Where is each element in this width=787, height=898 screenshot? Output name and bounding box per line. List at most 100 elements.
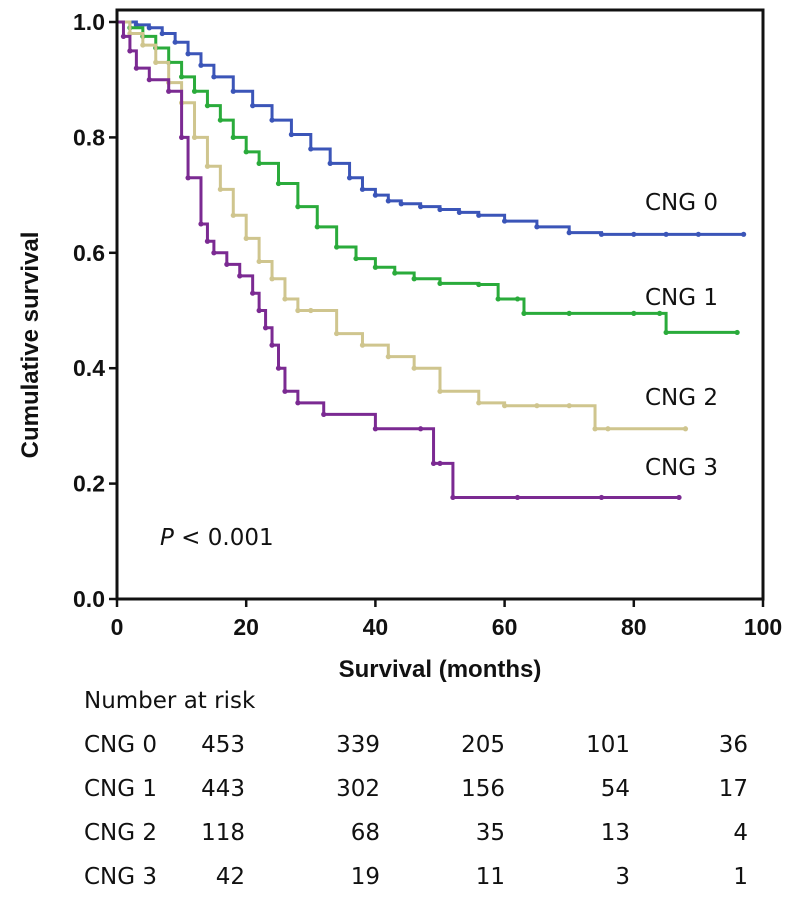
censor-mark-cng-0 [418, 204, 424, 210]
risk-row-cng-0: CNG 0 453 339 205 101 36 [0, 732, 787, 766]
risk-row-label: CNG 1 [84, 776, 158, 802]
y-tick-label: 0.2 [73, 471, 105, 497]
censor-mark-cng-3 [198, 221, 204, 227]
risk-row-label: CNG 0 [84, 732, 158, 758]
censor-mark-cng-0 [476, 212, 482, 218]
risk-cell: 205 [461, 732, 505, 758]
censor-mark-cng-0 [566, 230, 572, 236]
censor-mark-cng-1 [191, 88, 198, 94]
risk-table-title: Number at risk [84, 688, 256, 714]
censor-mark-cng-3 [598, 494, 605, 501]
censor-mark-cng-0 [269, 117, 275, 123]
censor-mark-cng-3 [127, 48, 133, 54]
risk-cell: 68 [350, 820, 380, 846]
censor-mark-cng-2 [217, 186, 223, 192]
censor-mark-cng-0 [534, 224, 540, 230]
censor-mark-cng-2 [153, 59, 159, 65]
censor-mark-cng-2 [566, 403, 572, 409]
y-axis-label: Cumulative survival [17, 232, 44, 459]
censor-mark-cng-3 [275, 365, 282, 371]
censor-mark-cng-3 [250, 290, 256, 296]
censor-mark-cng-2 [334, 330, 340, 337]
p-value-annotation: P < 0.001 [160, 525, 274, 551]
risk-cell: 339 [336, 732, 380, 758]
censor-mark-cng-3 [282, 388, 288, 394]
risk-cell: 35 [475, 820, 505, 846]
censor-mark-cng-0 [308, 146, 314, 152]
censor-mark-cng-1 [314, 224, 320, 230]
censor-mark-cng-2 [502, 403, 508, 409]
censor-mark-cng-2 [243, 235, 249, 241]
censor-mark-cng-1 [495, 296, 501, 302]
censor-mark-cng-0 [198, 62, 204, 68]
censor-mark-cng-1 [230, 134, 236, 140]
censor-mark-cng-3 [262, 325, 269, 331]
censor-mark-cng-0 [631, 231, 637, 237]
risk-cell: 11 [475, 864, 505, 890]
censor-mark-cng-1 [295, 204, 301, 210]
censor-mark-cng-2 [592, 426, 598, 432]
censor-mark-cng-3 [450, 494, 456, 501]
censor-mark-cng-3 [179, 134, 185, 140]
x-tick-label: 40 [363, 614, 389, 640]
censor-mark-cng-0 [346, 175, 353, 181]
censor-mark-cng-3 [437, 460, 443, 467]
kaplan-meier-chart: 0 20 40 60 80 100 0.0 0.2 0.4 0.6 0.8 1.0 Survival… [17, 8, 782, 683]
risk-row-label: CNG 3 [84, 864, 158, 890]
risk-row-cng-1: CNG 1 443 302 156 54 17 [0, 776, 787, 810]
risk-cell: 19 [350, 864, 380, 890]
censor-mark-cng-3 [269, 342, 275, 348]
censor-mark-cng-0 [663, 231, 669, 237]
censor-mark-cng-1 [392, 270, 398, 276]
censor-mark-cng-2 [230, 212, 236, 218]
x-tick-label: 80 [621, 614, 647, 640]
series-label-cng-3: CNG 3 [645, 455, 718, 481]
censor-mark-cng-2 [359, 342, 366, 348]
censor-mark-cng-0 [502, 218, 508, 224]
censor-mark-cng-1 [334, 244, 340, 250]
censor-mark-cng-2 [127, 30, 133, 37]
censor-mark-cng-3 [256, 307, 262, 314]
censor-mark-cng-0 [598, 231, 605, 237]
censor-mark-cng-2 [282, 296, 288, 302]
censor-mark-cng-1 [514, 296, 521, 302]
censor-mark-cng-2 [476, 400, 482, 406]
risk-cell: 54 [600, 776, 630, 802]
censor-mark-cng-1 [657, 310, 663, 316]
censor-mark-cng-0 [211, 74, 217, 80]
plot-frame [115, 8, 765, 601]
censor-mark-cng-0 [172, 39, 178, 45]
censor-mark-cng-3 [676, 494, 682, 501]
censor-mark-cng-3 [185, 175, 191, 181]
censor-mark-cng-2 [191, 134, 198, 140]
censor-mark-cng-0 [372, 192, 378, 198]
censor-mark-cng-0 [288, 131, 295, 138]
censor-mark-cng-3 [514, 494, 521, 501]
censor-mark-cng-0 [385, 198, 391, 204]
censor-mark-cng-1 [372, 264, 378, 270]
censor-mark-cng-3 [224, 261, 230, 267]
censor-mark-cng-2 [140, 42, 146, 48]
risk-cell: 17 [718, 776, 748, 802]
censor-mark-cng-1 [243, 149, 249, 155]
censor-mark-cng-1 [663, 329, 669, 336]
censor-mark-cng-1 [566, 310, 572, 316]
x-ticks: 0 20 40 60 80 100 [111, 599, 782, 640]
series-line-cng-1 [117, 20, 738, 334]
censor-mark-cng-2 [308, 307, 314, 314]
censor-mark-cng-0 [185, 51, 191, 57]
censor-mark-cng-2 [269, 276, 275, 282]
censor-mark-cng-2 [256, 258, 262, 265]
censor-mark-cng-0 [456, 209, 462, 216]
series-line-cng-3 [117, 20, 680, 499]
censor-mark-cng-1 [275, 180, 282, 187]
censor-mark-cng-0 [250, 103, 256, 109]
risk-cell: 156 [461, 776, 505, 802]
censor-mark-cng-0 [398, 201, 404, 207]
series-labels: CNG 0 CNG 1 CNG 2 CNG 3 [645, 190, 718, 481]
censor-mark-cng-1 [631, 310, 637, 316]
y-tick-label: 0.0 [73, 586, 105, 612]
series-layer [117, 20, 747, 501]
censor-mark-cng-1 [204, 103, 211, 109]
censor-mark-cng-2 [204, 163, 211, 169]
